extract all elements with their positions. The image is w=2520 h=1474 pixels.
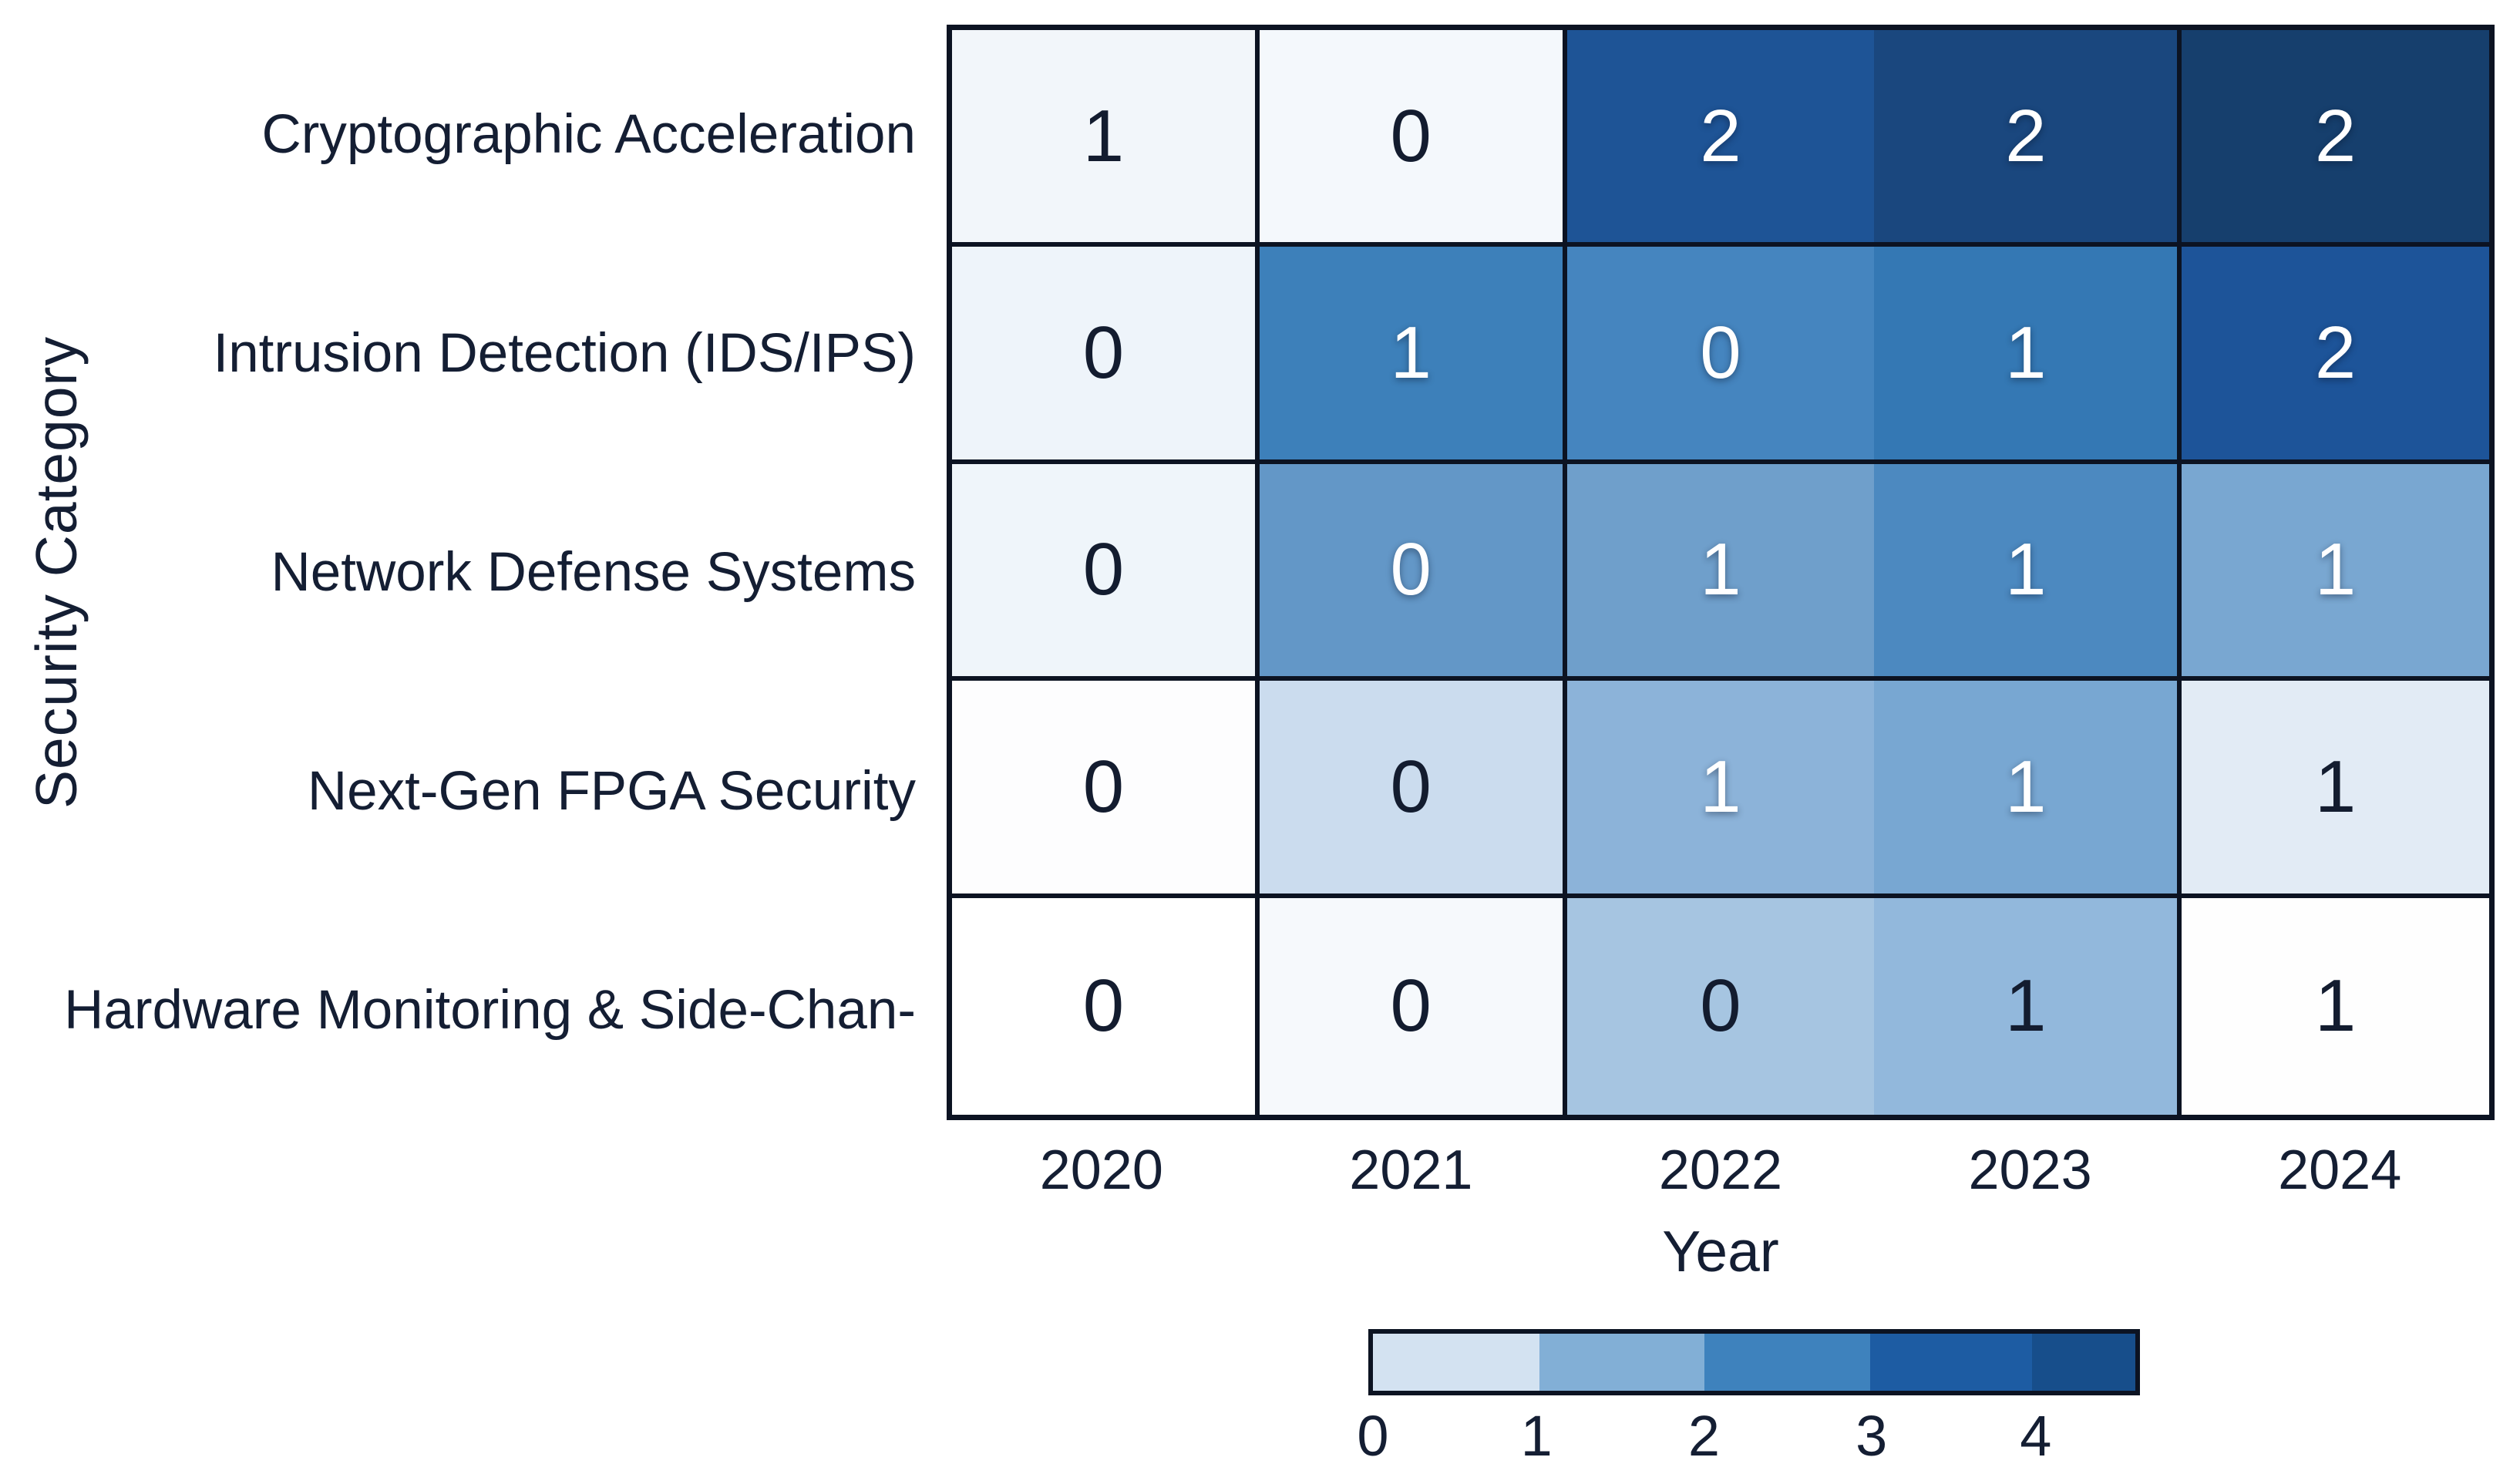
heatmap-cell: 0 bbox=[1259, 30, 1567, 247]
cell-value: 0 bbox=[1390, 94, 1432, 177]
colorbar-segment bbox=[1373, 1334, 1539, 1391]
x-tick-label: 2023 bbox=[1968, 1139, 2092, 1201]
heatmap-cell: 1 bbox=[952, 30, 1260, 247]
heatmap-cell: 0 bbox=[1259, 681, 1567, 898]
heatmap-cell: 0 bbox=[1566, 897, 1875, 1115]
heatmap-cell: 1 bbox=[1874, 463, 2182, 681]
colorbar-tick-label: 3 bbox=[1856, 1404, 1888, 1468]
x-tick-label: 2021 bbox=[1349, 1139, 1473, 1201]
cell-value: 1 bbox=[2005, 745, 2047, 828]
heatmap-cell: 2 bbox=[2182, 247, 2489, 464]
cell-value: 2 bbox=[1700, 94, 1741, 177]
colorbar-tick-label: 4 bbox=[2020, 1404, 2052, 1468]
heatmap-cell: 1 bbox=[1566, 681, 1875, 898]
cell-value: 0 bbox=[1082, 745, 1125, 828]
colorbar-tick-label: 0 bbox=[1357, 1404, 1389, 1468]
cell-value: 1 bbox=[1390, 311, 1432, 395]
cell-value: 1 bbox=[1082, 94, 1125, 177]
heatmap-cell: 0 bbox=[1566, 247, 1875, 464]
colorbar-segment bbox=[1704, 1334, 1870, 1391]
x-tick-label: 2020 bbox=[1039, 1139, 1163, 1201]
cell-value: 1 bbox=[2005, 964, 2047, 1048]
y-tick-label: Intrusion Detection (IDS/IPS) bbox=[213, 322, 916, 384]
x-tick-label: 2024 bbox=[2278, 1139, 2402, 1201]
colorbar-tick-label: 1 bbox=[1520, 1404, 1553, 1468]
cell-value: 0 bbox=[1700, 311, 1741, 395]
colorbar-tick-labels: 0 1 2 3 4 bbox=[1357, 1403, 2140, 1474]
cell-value: 0 bbox=[1700, 964, 1741, 1048]
heatmap-cell: 2 bbox=[2182, 30, 2489, 247]
cell-value: 1 bbox=[2314, 964, 2357, 1048]
heatmap-cell: 0 bbox=[952, 897, 1260, 1115]
heatmap-cell: 1 bbox=[1874, 681, 2182, 898]
heatmap-cell: 2 bbox=[1566, 30, 1875, 247]
y-tick-label: Network Defense Systems bbox=[271, 542, 916, 603]
colorbar-segment bbox=[2032, 1334, 2135, 1391]
y-tick-label: Next-Gen FPGA Security bbox=[307, 761, 916, 823]
x-axis-title: Year bbox=[1662, 1219, 1779, 1284]
heatmap-grid: 1 0 2 2 2 0 1 0 1 2 0 0 1 1 1 0 0 1 1 1 0 0 0 1 1 bbox=[947, 25, 2495, 1120]
y-tick-label: Cryptographic Acceleration bbox=[261, 103, 917, 165]
heatmap-cell: 0 bbox=[952, 681, 1260, 898]
x-tick-label: 2022 bbox=[1658, 1139, 1783, 1201]
heatmap-cell: 1 bbox=[1259, 247, 1567, 464]
cell-value: 0 bbox=[1082, 528, 1125, 611]
cell-value: 0 bbox=[1082, 311, 1125, 395]
y-tick-label: Hardware Monitoring & Side-Chan- bbox=[64, 980, 916, 1042]
cell-value: 2 bbox=[2314, 94, 2357, 177]
colorbar bbox=[1368, 1329, 2140, 1395]
x-axis-tick-labels: 2020 2021 2022 2023 2024 bbox=[947, 1132, 2495, 1209]
heatmap-cell: 0 bbox=[952, 463, 1260, 681]
colorbar-segment bbox=[1869, 1334, 2033, 1391]
heatmap-cell: 0 bbox=[1259, 463, 1567, 681]
heatmap-cell: 0 bbox=[952, 247, 1260, 464]
heatmap-cell: 1 bbox=[1566, 463, 1875, 681]
heatmap-cell: 0 bbox=[1259, 897, 1567, 1115]
cell-value: 1 bbox=[2005, 528, 2047, 611]
cell-value: 1 bbox=[2314, 745, 2357, 828]
heatmap-cell: 2 bbox=[1874, 30, 2182, 247]
cell-value: 2 bbox=[2005, 94, 2047, 177]
cell-value: 1 bbox=[2005, 311, 2047, 395]
cell-value: 1 bbox=[1700, 745, 1741, 828]
cell-value: 0 bbox=[1390, 528, 1432, 611]
cell-value: 1 bbox=[1700, 528, 1741, 611]
colorbar-tick-label: 2 bbox=[1687, 1404, 1720, 1468]
heatmap-cell: 1 bbox=[2182, 897, 2489, 1115]
heatmap-cell: 1 bbox=[1874, 247, 2182, 464]
heatmap-cell: 1 bbox=[1874, 897, 2182, 1115]
cell-value: 0 bbox=[1390, 964, 1432, 1048]
cell-value: 0 bbox=[1390, 745, 1432, 828]
cell-value: 2 bbox=[2314, 311, 2357, 395]
heatmap-cell: 1 bbox=[2182, 463, 2489, 681]
colorbar-segment bbox=[1539, 1334, 1705, 1391]
cell-value: 1 bbox=[2314, 528, 2357, 611]
heatmap-cell: 1 bbox=[2182, 681, 2489, 898]
cell-value: 0 bbox=[1082, 964, 1125, 1048]
y-axis-tick-labels: Cryptographic Acceleration Intrusion Dete… bbox=[0, 25, 916, 1120]
